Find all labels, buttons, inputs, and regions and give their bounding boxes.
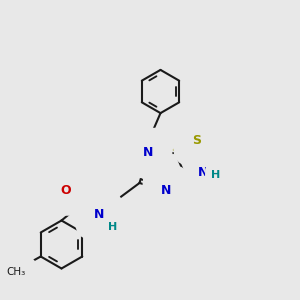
Text: S: S (192, 134, 201, 148)
Text: N: N (198, 166, 208, 179)
Text: N: N (143, 146, 154, 160)
Text: CH₃: CH₃ (7, 267, 26, 277)
Text: H: H (211, 170, 220, 181)
Text: N: N (161, 184, 172, 197)
Text: N: N (94, 208, 104, 221)
Text: H: H (108, 222, 117, 232)
Text: O: O (60, 184, 71, 197)
